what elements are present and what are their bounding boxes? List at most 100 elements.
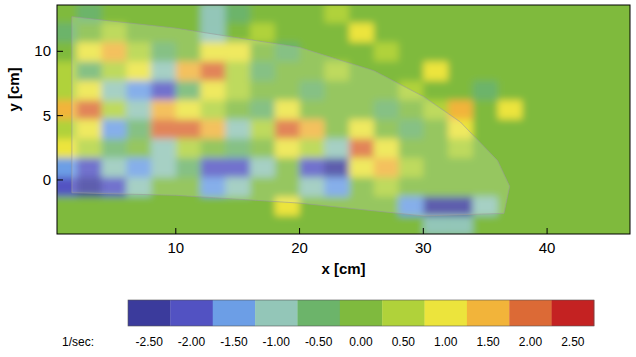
colorbar-tick-label: 1.00: [434, 335, 458, 349]
cell: [522, 215, 547, 234]
plot-area: [57, 5, 630, 234]
cell: [349, 5, 374, 23]
cell: [250, 5, 275, 23]
colorbar-tick-label: 2.00: [519, 335, 543, 349]
cell: [275, 22, 300, 42]
x-tick: [423, 228, 424, 234]
cell: [597, 138, 622, 158]
cell: [597, 61, 622, 81]
cell: [572, 138, 597, 158]
cell: [448, 215, 473, 234]
cell: [547, 119, 572, 139]
cell: [547, 80, 572, 100]
cell: [126, 196, 151, 216]
colorbar-swatch: [509, 300, 552, 326]
cell: [572, 61, 597, 81]
cell: [374, 5, 399, 23]
cell: [498, 61, 523, 81]
chart: 102030400510x [cm]y [cm]-2.50-2.00-1.50-…: [0, 0, 636, 357]
colorbar-frame: [128, 300, 594, 326]
cell: [473, 80, 498, 100]
cell: [225, 5, 250, 23]
cell: [151, 196, 176, 216]
cell: [498, 215, 523, 234]
colorbar-swatch: [128, 300, 171, 326]
cell: [324, 22, 349, 42]
colorbar-swatch: [213, 300, 256, 326]
cell: [597, 119, 622, 139]
cell: [423, 215, 448, 234]
cell: [522, 177, 547, 197]
cell: [126, 215, 151, 234]
cell: [399, 5, 424, 23]
cell: [547, 157, 572, 177]
cell: [621, 196, 630, 216]
cell: [423, 5, 448, 23]
cell: [473, 119, 498, 139]
cell: [448, 42, 473, 62]
colorbar-tick-label: 0.50: [392, 335, 416, 349]
cell: [250, 215, 275, 234]
cell: [498, 100, 523, 120]
cell: [77, 215, 102, 234]
plot-background: [57, 5, 630, 234]
colorbar-tick-label: -1.50: [220, 335, 248, 349]
cell: [250, 22, 275, 42]
x-tick: [175, 228, 176, 234]
cell: [597, 80, 622, 100]
cell: [522, 42, 547, 62]
cell: [597, 215, 622, 234]
cell: [547, 100, 572, 120]
cell: [498, 138, 523, 158]
cell: [448, 80, 473, 100]
cell: [126, 5, 151, 23]
y-tick-label: 0: [43, 171, 51, 188]
y-tick: [57, 179, 63, 180]
cell: [572, 157, 597, 177]
cell: [448, 61, 473, 81]
cell: [201, 215, 226, 234]
colorbar-label: 1/sec:: [62, 335, 94, 349]
cell: [349, 42, 374, 62]
cell: [597, 42, 622, 62]
plot-frame: [57, 5, 630, 234]
cell: [597, 157, 622, 177]
y-tick: [57, 115, 63, 116]
cell: [201, 5, 226, 23]
cell: [621, 100, 630, 120]
cell: [597, 22, 622, 42]
cell: [300, 5, 325, 23]
cell: [349, 215, 374, 234]
cell: [621, 80, 630, 100]
cell: [547, 61, 572, 81]
cell: [522, 80, 547, 100]
cell: [522, 196, 547, 216]
cell: [300, 215, 325, 234]
cell: [423, 42, 448, 62]
cell: [621, 22, 630, 42]
cell: [547, 42, 572, 62]
colorbar-tick-label: -1.00: [263, 335, 291, 349]
cell: [473, 22, 498, 42]
x-axis-title: x [cm]: [321, 260, 365, 277]
colorbar-swatch: [255, 300, 298, 326]
photo-overlay: [72, 17, 510, 216]
cell: [374, 215, 399, 234]
cell: [399, 215, 424, 234]
cell: [597, 5, 622, 23]
cell: [102, 196, 127, 216]
cell-layer: [57, 5, 630, 234]
cell: [448, 22, 473, 42]
cell: [597, 100, 622, 120]
cell: [473, 5, 498, 23]
cell: [176, 196, 201, 216]
cell: [572, 119, 597, 139]
cell: [473, 61, 498, 81]
cell: [57, 215, 77, 234]
cell: [522, 22, 547, 42]
cell: [547, 177, 572, 197]
cell: [176, 5, 201, 23]
cell: [572, 100, 597, 120]
x-tick: [299, 228, 300, 234]
cell: [498, 80, 523, 100]
